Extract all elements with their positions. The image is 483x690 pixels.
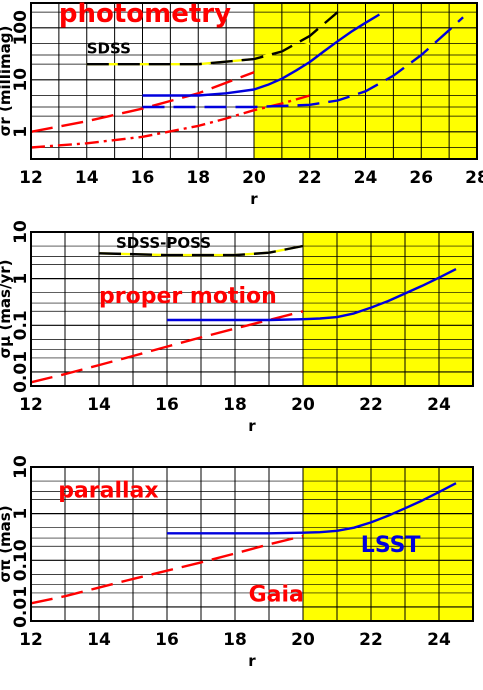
x-tick-label: 22 (298, 168, 322, 188)
series-line-black-long (86, 11, 339, 66)
shaded-region (303, 467, 473, 621)
x-tick-label: 24 (354, 168, 378, 188)
x-tick-label: 12 (19, 168, 43, 188)
x-tick-label: 20 (291, 395, 315, 415)
shaded-region (303, 232, 473, 386)
annotation-label: parallax (58, 479, 158, 504)
x-tick-label: 14 (75, 168, 99, 188)
series-line-blue-solid (142, 13, 381, 97)
y-tick-label: 10 (11, 68, 31, 92)
annotation-label: photometry (59, 0, 231, 29)
series-line-red-long (30, 310, 304, 384)
x-tick-label: 24 (427, 630, 451, 650)
x-tick-label: 26 (409, 168, 433, 188)
plot-frame (30, 466, 474, 622)
plot-frame (30, 231, 474, 387)
y-tick-label: 10 (11, 220, 31, 244)
x-tick-label: 18 (186, 168, 210, 188)
x-tick-label: 28 (465, 168, 483, 188)
y-axis-label: σπ (mas) (0, 505, 14, 582)
y-axis-label: σμ (mas/yr) (0, 260, 14, 359)
series-line-red-long (30, 534, 304, 605)
series-line-blue-solid (167, 268, 457, 322)
x-tick-label: 20 (291, 630, 315, 650)
x-axis-label: r (248, 417, 256, 435)
panel-2: 12 14 16 18 20 22 24 r 0.01 0.1 1 10 σμ (mas/yr) SDSS… (0, 220, 474, 435)
annotation-label: LSST (361, 533, 421, 558)
y-tick-label: 0.10 (11, 539, 31, 581)
y-tick-label: 0.01 (11, 586, 31, 628)
series-line-red-dashdot (30, 94, 311, 149)
y-tick-label: 1 (11, 126, 31, 138)
y-tick-label: 1 (11, 273, 31, 285)
series-line-blue-solid (167, 482, 457, 535)
x-tick-label: 20 (242, 168, 266, 188)
y-tick-label: 1 (11, 508, 31, 520)
x-tick-label: 16 (155, 630, 179, 650)
x-tick-label: 24 (427, 395, 451, 415)
x-axis-label: r (250, 190, 258, 208)
x-tick-label: 22 (359, 630, 383, 650)
annotation-label: SDSS (87, 40, 131, 58)
x-tick-label: 12 (19, 630, 43, 650)
x-tick-label: 16 (131, 168, 155, 188)
x-tick-label: 12 (19, 395, 43, 415)
series-line-blue-long (142, 16, 464, 109)
x-tick-label: 18 (223, 630, 247, 650)
x-tick-label: 16 (155, 395, 179, 415)
x-tick-label: 14 (87, 630, 111, 650)
y-tick-label: 10 (11, 455, 31, 479)
x-tick-label: 18 (223, 395, 247, 415)
x-tick-label: 14 (87, 395, 111, 415)
annotation-label: Gaia (249, 583, 304, 608)
y-tick-label: 0.01 (11, 351, 31, 393)
x-axis-label: r (248, 652, 256, 670)
annotation-label: proper motion (99, 284, 277, 309)
x-tick-label: 22 (359, 395, 383, 415)
plot-frame (30, 2, 478, 160)
y-tick-label: 100 (11, 10, 31, 46)
series-line-black-long (98, 244, 304, 257)
annotation-label: SDSS-POSS (116, 234, 211, 252)
y-axis-label: σr (millimag) (0, 26, 14, 137)
y-tick-label: 0.1 (11, 310, 31, 340)
series-line-red-long (30, 71, 255, 133)
panel-3: 12 14 16 18 20 22 24 r 0.01 0.10 1 10 σπ (mas) parall… (0, 455, 474, 670)
